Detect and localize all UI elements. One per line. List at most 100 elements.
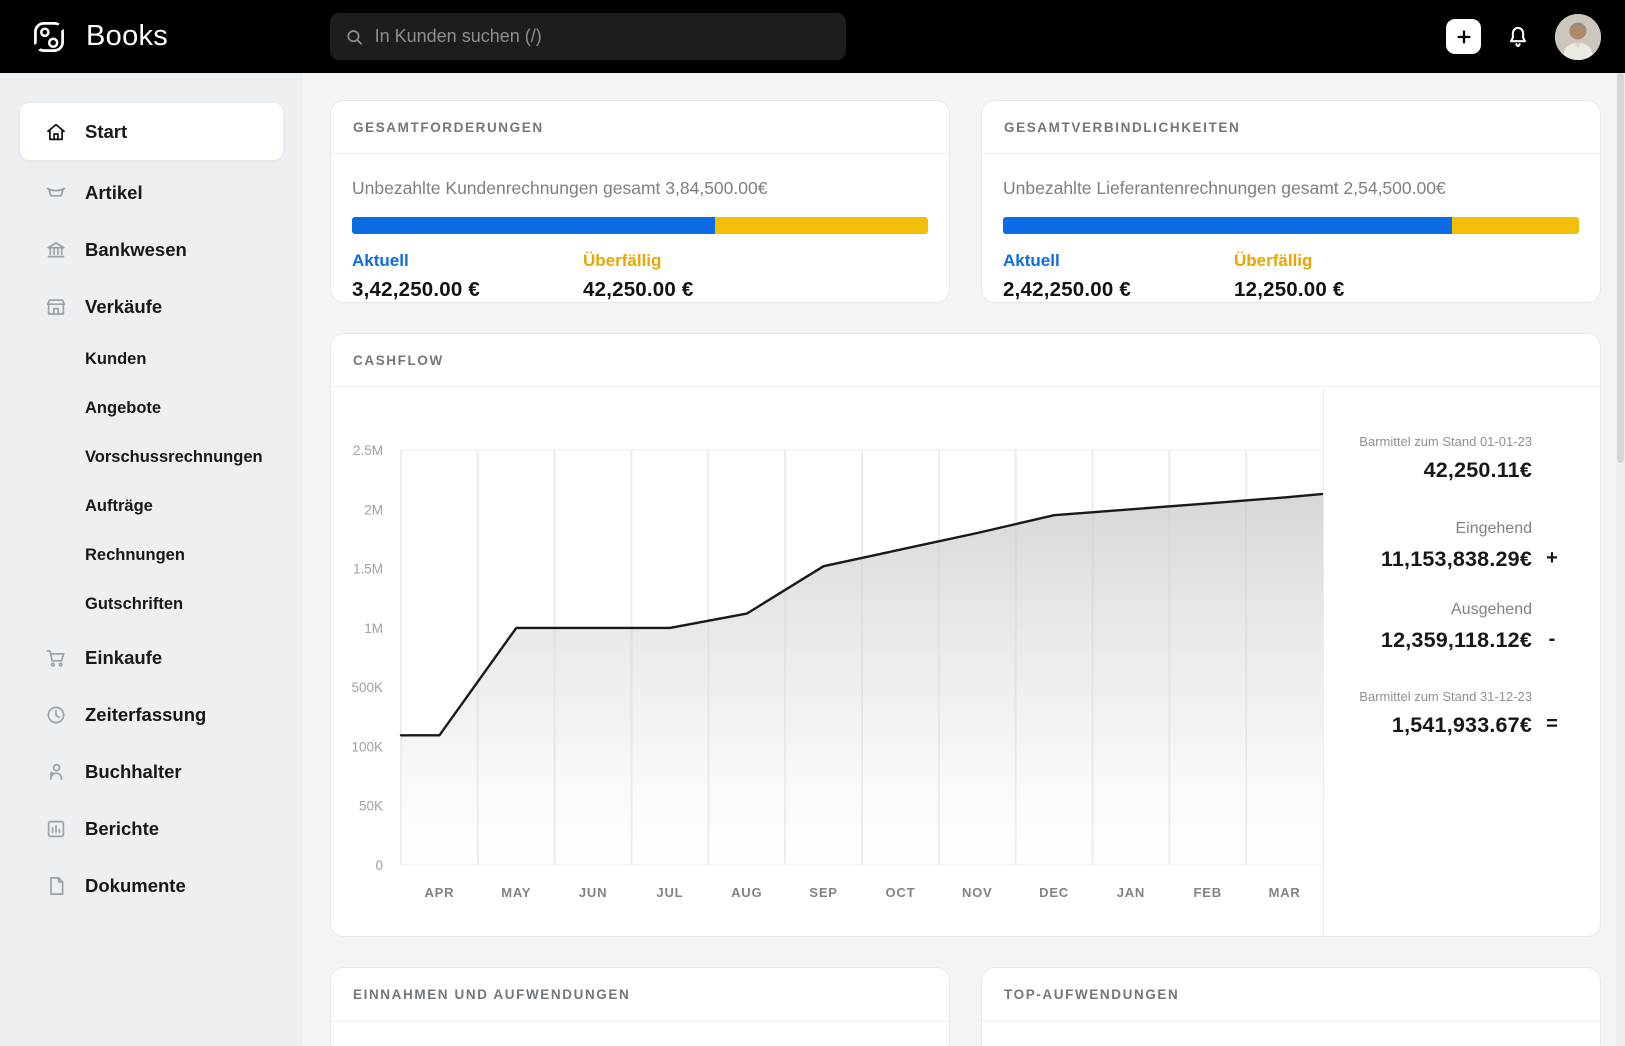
- payables-subtitle: Unbezahlte Lieferantenrechnungen gesamt …: [1003, 178, 1446, 198]
- cashflow-card-title: CASHFLOW: [353, 352, 444, 368]
- cashflow-stat-row: Barmittel zum Stand 31-12-23 1,541,933.67…: [1324, 689, 1572, 738]
- svg-text:2.5M: 2.5M: [353, 443, 383, 458]
- sidebar-item-dokumente[interactable]: Dokumente: [0, 857, 303, 914]
- card-header: GESAMTVERBINDLICHKEITEN: [982, 101, 1600, 154]
- svg-text:SEP: SEP: [809, 885, 837, 900]
- sidebar-item-berichte[interactable]: Berichte: [0, 800, 303, 857]
- global-search[interactable]: [330, 13, 846, 60]
- stat-value: 12,359,118.12€: [1380, 628, 1532, 652]
- payables-bar-current: [1003, 217, 1453, 234]
- sidebar-item-label: Aufträge: [85, 497, 153, 515]
- svg-text:2M: 2M: [364, 502, 383, 517]
- svg-text:0: 0: [375, 858, 383, 873]
- receivables-bar-current: [352, 217, 715, 234]
- stat-value: 1,541,933.67€: [1391, 713, 1532, 737]
- stat-label: Eingehend: [1455, 520, 1532, 537]
- home-icon: [47, 123, 65, 140]
- sidebar-item-label: Gutschriften: [85, 595, 184, 613]
- card-header: CASHFLOW: [331, 334, 1600, 387]
- overdue-value: 42,250.00 €: [583, 278, 694, 301]
- payables-progress-bar: [1003, 217, 1579, 234]
- sidebar-item-zeiterfassung[interactable]: Zeiterfassung: [0, 686, 303, 743]
- svg-text:JUL: JUL: [656, 885, 683, 900]
- current-label: Aktuell: [352, 251, 409, 270]
- sidebar-item-gutschriften[interactable]: Gutschriften: [0, 580, 303, 629]
- stat-label: Barmittel zum Stand 31-12-23: [1359, 689, 1532, 704]
- app-logo[interactable]: Books: [0, 14, 304, 60]
- total-receivables-card: GESAMTFORDERUNGEN Unbezahlte Kundenrechn…: [330, 100, 950, 303]
- sidebar-item-label: Dokumente: [85, 874, 186, 896]
- svg-text:1M: 1M: [364, 621, 383, 636]
- card-header: EINNAHMEN UND AUFWENDUNGEN: [331, 968, 949, 1021]
- sidebar-item-label: Einkaufe: [85, 646, 163, 668]
- store-icon: [46, 298, 66, 315]
- top-expenses-card: TOP-AUFWENDUNGEN: [981, 967, 1601, 1046]
- clock-icon: [47, 706, 65, 723]
- stat-operator: -: [1548, 628, 1556, 650]
- income-expense-title: EINNAHMEN UND AUFWENDUNGEN: [353, 986, 631, 1002]
- cashflow-stat-row: Eingehend 11,153,838.29€ +: [1324, 520, 1572, 572]
- svg-text:NOV: NOV: [962, 885, 993, 900]
- sidebar-item-buchhalter[interactable]: Buchhalter: [0, 743, 303, 800]
- stat-label: Ausgehend: [1451, 601, 1532, 618]
- person-icon: [49, 763, 63, 780]
- sidebar-item-vorschussrechnungen[interactable]: Vorschussrechnungen: [0, 433, 303, 482]
- sidebar-item-angebote[interactable]: Angebote: [0, 384, 303, 433]
- bell-icon: [1510, 26, 1526, 47]
- sidebar-item-auftr-ge[interactable]: Aufträge: [0, 482, 303, 531]
- overdue-label: Überfällig: [583, 251, 662, 270]
- sidebar-item-label: Angebote: [85, 399, 162, 417]
- topbar: Books: [0, 0, 1625, 73]
- payables-bar-overdue: [1452, 217, 1579, 234]
- stat-operator: =: [1546, 713, 1558, 735]
- top-expenses-title: TOP-AUFWENDUNGEN: [1004, 986, 1180, 1002]
- sidebar-item-label: Rechnungen: [85, 546, 185, 564]
- avatar-image: [1555, 13, 1601, 60]
- svg-text:100K: 100K: [351, 739, 383, 754]
- basket-icon: [46, 187, 66, 197]
- sidebar-item-artikel[interactable]: Artikel: [0, 164, 303, 221]
- sidebar: Start Artikel Bankwesen Verkäufe Kunden Angeb…: [0, 73, 303, 1046]
- svg-text:DEC: DEC: [1039, 885, 1069, 900]
- notifications-button[interactable]: [1501, 20, 1535, 54]
- page-scrollbar[interactable]: [1616, 73, 1625, 1046]
- card-header: GESAMTFORDERUNGEN: [331, 101, 949, 154]
- cart-icon: [46, 649, 65, 667]
- sidebar-item-start[interactable]: Start: [20, 103, 283, 160]
- stat-operator: [1532, 481, 1572, 483]
- cashflow-chart: 0 50K 100K 500K 1M 1.5M 2M 2.5M APR MAY JUN JUL AUG S…: [331, 387, 1325, 936]
- cashflow-card: CASHFLOW 0 50K 100K 500K 1M 1.5M 2M 2.5M APR MAY J…: [330, 333, 1601, 937]
- svg-text:50K: 50K: [359, 799, 383, 814]
- cashflow-stats-panel: Barmittel zum Stand 01-01-23 42,250.11€ Ei…: [1323, 387, 1600, 936]
- svg-text:JAN: JAN: [1117, 885, 1145, 900]
- search-input[interactable]: [374, 26, 832, 47]
- quick-add-button[interactable]: [1446, 19, 1481, 54]
- card-header: TOP-AUFWENDUNGEN: [982, 968, 1600, 1021]
- current-label: Aktuell: [1003, 251, 1060, 270]
- receivables-progress-bar: [352, 217, 928, 234]
- sidebar-item-label: Kunden: [85, 350, 147, 368]
- scrollbar-thumb[interactable]: [1617, 73, 1624, 463]
- overdue-label: Überfällig: [1234, 251, 1313, 270]
- bank-icon: [47, 241, 65, 257]
- books-logo-icon: [33, 21, 65, 52]
- sidebar-item-bankwesen[interactable]: Bankwesen: [0, 221, 303, 278]
- stat-value: 42,250.11€: [1423, 458, 1532, 482]
- user-avatar[interactable]: [1555, 13, 1601, 60]
- svg-text:OCT: OCT: [885, 885, 915, 900]
- sidebar-item-label: Berichte: [85, 817, 160, 839]
- sidebar-item-rechnungen[interactable]: Rechnungen: [0, 531, 303, 580]
- overdue-value: 12,250.00 €: [1234, 278, 1345, 301]
- sidebar-item-label: Buchhalter: [85, 760, 182, 782]
- sidebar-item-kunden[interactable]: Kunden: [0, 335, 303, 384]
- sidebar-item-verk-ufe[interactable]: Verkäufe: [0, 278, 303, 335]
- app-title: Books: [86, 20, 169, 52]
- current-value: 3,42,250.00 €: [352, 278, 480, 301]
- total-payables-card: GESAMTVERBINDLICHKEITEN Unbezahlte Liefe…: [981, 100, 1601, 303]
- svg-text:AUG: AUG: [731, 885, 762, 900]
- sidebar-item-einkaufe[interactable]: Einkaufe: [0, 629, 303, 686]
- stat-value: 11,153,838.29€: [1380, 547, 1532, 571]
- receivables-bar-overdue: [714, 217, 928, 234]
- main-content: GESAMTFORDERUNGEN Unbezahlte Kundenrechn…: [303, 73, 1625, 1046]
- svg-text:MAR: MAR: [1269, 885, 1301, 900]
